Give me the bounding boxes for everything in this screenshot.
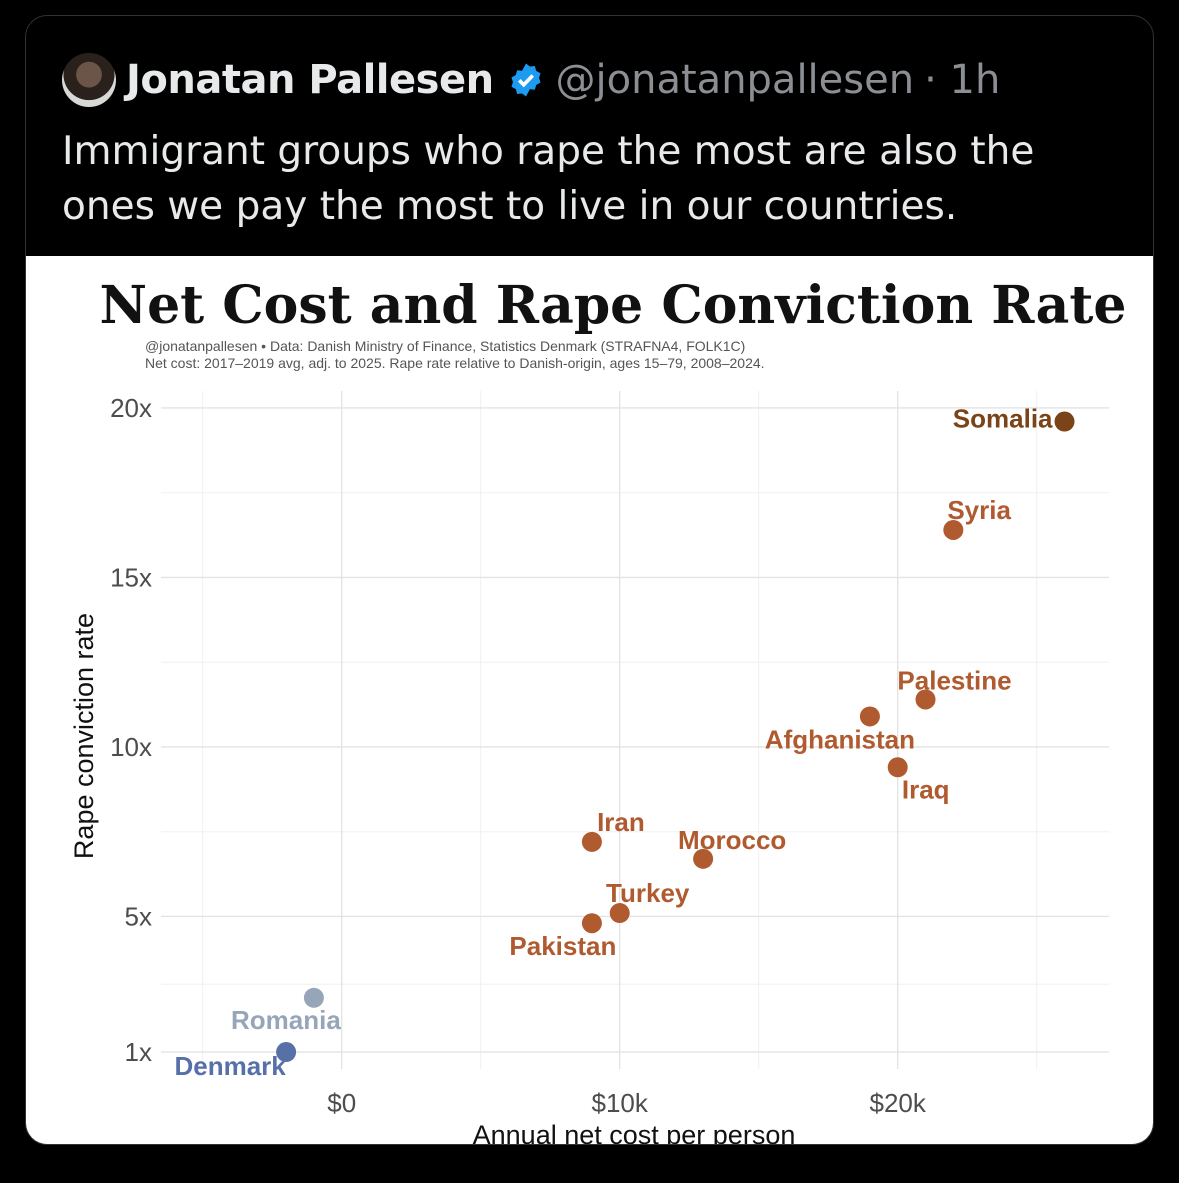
data-point-afghanistan [859,706,880,727]
y-tick-label: 20x [110,393,152,423]
x-tick-label: $0 [327,1088,356,1118]
point-label: Somalia [953,404,1053,434]
point-label: Iraq [902,774,950,804]
timestamp[interactable]: · 1h [924,57,1001,103]
data-point-somalia [1054,411,1075,432]
chart-subtitle: @jonatanpallesen • Data: Danish Ministry… [145,338,745,354]
point-label: Syria [947,495,1011,525]
point-label: Romania [231,1005,341,1035]
point-label: Denmark [174,1051,286,1081]
data-point-palestine [915,689,936,710]
data-point-iran [581,831,602,852]
point-label: Afghanistan [765,724,915,754]
data-point-romania [303,987,324,1008]
point-label: Morocco [678,825,786,855]
avatar[interactable] [62,53,116,107]
verified-badge-icon [510,63,541,97]
tweet-text: Immigrant groups who rape the most are a… [62,129,1035,229]
x-tick-label: $10k [592,1088,649,1118]
scatter-chart: $0 $10k $20k 1x 5x 10x 15x 20x Net Cost and Rape… [69,275,1127,1145]
data-point-iraq [887,757,908,778]
chart-image: $0 $10k $20k 1x 5x 10x 15x 20x Net Cost and Rape… [26,256,1153,1145]
point-label: Iran [597,807,645,837]
point-label: Pakistan [509,931,616,961]
y-tick-label: 5x [125,901,152,931]
y-tick-label: 1x [125,1037,152,1067]
tweet-header: Jonatan Pallesen @jonatanpallesen · 1h [62,52,1000,108]
tweet-card: Jonatan Pallesen @jonatanpallesen · 1h I… [25,15,1154,1145]
x-axis-label: Annual net cost per person [473,1120,796,1145]
data-point-denmark [276,1042,297,1063]
point-label: Palestine [897,665,1011,695]
x-tick-label: $20k [870,1088,927,1118]
data-point-pakistan [581,913,602,934]
data-point-turkey [609,903,630,924]
y-tick-label: 15x [110,562,152,592]
point-label: Turkey [606,878,690,908]
chart-subtitle: Net cost: 2017–2019 avg, adj. to 2025. R… [145,355,765,371]
y-axis-label: Rape conviction rate [69,613,99,859]
y-tick-label: 10x [110,732,152,762]
author-handle[interactable]: @jonatanpallesen [555,57,915,103]
author-name[interactable]: Jonatan Pallesen [126,57,494,103]
data-point-syria [943,519,964,540]
chart-title: Net Cost and Rape Conviction Rate [100,275,1127,336]
data-point-morocco [693,848,714,869]
